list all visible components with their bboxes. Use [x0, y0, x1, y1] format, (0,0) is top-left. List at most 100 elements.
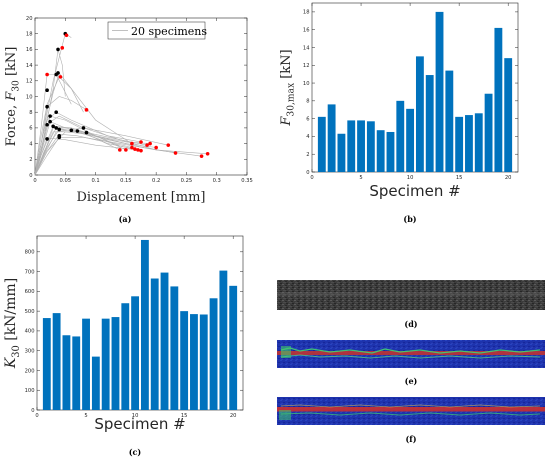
panel-label-a: (a) — [119, 214, 132, 224]
c-xlabel: Specimen # — [94, 415, 185, 433]
peak-marker-14 — [57, 127, 62, 132]
specimen-curve-17 — [34, 137, 208, 176]
a-xtick-label: 0.35 — [241, 178, 253, 184]
chart-f30max-bars: 0 5 10 15 20 0 2 4 6 8 10 12 14 16 18 Specimen # F30,max… — [279, 2, 519, 200]
end-marker-1 — [64, 33, 69, 38]
b-bar-12 — [425, 75, 434, 172]
end-marker-18 — [136, 148, 140, 152]
b-bar-4 — [347, 120, 356, 172]
c-ytick-label: 500 — [25, 309, 35, 315]
peak-marker-10 — [48, 119, 52, 124]
specimen-curve-19 — [34, 133, 120, 176]
a-xtick-label: 0.1 — [91, 178, 99, 184]
end-marker-20 — [166, 143, 171, 147]
b-ytick-label: 18 — [303, 10, 310, 16]
c-bar-5 — [82, 318, 90, 410]
end-marker-2 — [60, 46, 65, 50]
specimen-curve-6 — [34, 96, 87, 176]
a-xtick-label: 0.3 — [213, 178, 221, 184]
peak-marker-19 — [57, 133, 62, 138]
b-ytick-label: 16 — [303, 28, 310, 34]
a-ytick-label: 8 — [29, 110, 32, 116]
c-bar-10 — [131, 296, 140, 410]
peak-marker-12 — [54, 126, 58, 130]
b-bar-3 — [337, 133, 346, 172]
b-bar-7 — [376, 130, 385, 172]
image-panel-e — [277, 340, 545, 368]
peak-marker-18 — [45, 137, 49, 141]
chart-force-displacement: 0 0.05 0.1 0.15 0.2 0.25 0.3 0.35 0 2 4 6 8 10 12 14 16 1… — [4, 16, 253, 205]
c-bar-17 — [199, 314, 208, 410]
c-ytick-label: 0 — [31, 408, 34, 414]
b-bar-11 — [415, 56, 424, 172]
end-marker-14 — [199, 154, 204, 158]
end-marker-3 — [130, 141, 134, 146]
a-ytick-label: 4 — [29, 141, 33, 147]
end-marker-11 — [139, 148, 143, 153]
c-bar-12 — [150, 278, 159, 410]
peak-marker-16 — [84, 130, 89, 135]
panel-label-f: (f) — [405, 434, 416, 444]
peak-marker-20 — [81, 126, 86, 130]
b-bar-1 — [317, 116, 326, 172]
panel-label-c: (c) — [129, 447, 142, 457]
end-marker-15 — [130, 145, 134, 150]
a-legend-label: 20 specimens — [131, 25, 207, 38]
c-bar-14 — [170, 286, 179, 410]
peak-marker-11 — [51, 124, 55, 129]
a-ytick-label: 18 — [26, 32, 33, 38]
c-axes-box — [36, 235, 244, 411]
c-bar-6 — [91, 356, 100, 410]
c-xtick-label: 15 — [181, 413, 188, 419]
c-bar-15 — [180, 311, 189, 410]
a-ytick-label: 2 — [29, 157, 32, 163]
end-marker-19 — [118, 148, 122, 152]
a-xtick-label: 0 — [33, 178, 36, 184]
c-bar-2 — [52, 313, 61, 410]
b-xtick-label: 20 — [505, 175, 512, 181]
end-marker-16 — [133, 147, 137, 151]
a-ytick-label: 16 — [26, 47, 33, 53]
a-ytick-label: 10 — [26, 94, 33, 100]
c-bar-13 — [160, 272, 169, 410]
a-ylabel: Force, F30 [kN] — [4, 47, 22, 147]
b-bar-9 — [396, 100, 405, 172]
panel-label-e: (e) — [405, 376, 418, 386]
b-ytick-label: 10 — [303, 81, 310, 87]
c-ytick-label: 700 — [25, 269, 35, 275]
b-ytick-label: 2 — [306, 152, 309, 158]
c-bar-7 — [101, 318, 110, 410]
b-xlabel: Specimen # — [369, 182, 460, 200]
c-xtick-label: 0 — [35, 413, 38, 419]
end-marker-4 — [45, 72, 49, 77]
panel-label-b: (b) — [403, 214, 416, 224]
end-marker-6 — [84, 108, 89, 112]
b-bar-15 — [455, 116, 464, 172]
end-marker-7 — [139, 140, 143, 144]
b-xtick-label: 0 — [310, 175, 313, 181]
b-ytick-label: 6 — [306, 116, 309, 122]
b-ytick-label: 8 — [306, 99, 309, 105]
b-xtick-label: 15 — [456, 175, 463, 181]
c-bar-20 — [229, 285, 238, 410]
c-ytick-label: 200 — [25, 368, 35, 374]
a-xtick-label: 0.15 — [120, 178, 132, 184]
c-bar-9 — [121, 303, 130, 410]
chart-k30-bars: 0 5 10 15 200100200300400500600700800Specime… — [3, 235, 244, 433]
c-bar-1 — [42, 318, 51, 410]
c-ytick-label: 600 — [25, 289, 35, 295]
b-bar-5 — [357, 120, 365, 172]
grayscale-specimen-image — [277, 280, 545, 310]
c-ytick-label: 100 — [25, 388, 35, 394]
image-panel-d — [277, 280, 545, 310]
b-bar-2 — [327, 104, 336, 172]
c-bar-3 — [62, 335, 71, 410]
b-bar-6 — [366, 121, 375, 172]
c-xtick-label: 10 — [132, 413, 139, 419]
a-ytick-label: 14 — [26, 63, 33, 69]
peak-marker-4 — [54, 72, 58, 77]
b-ytick-label: 0 — [306, 170, 309, 176]
c-bar-8 — [111, 317, 120, 410]
peak-marker-6 — [45, 104, 49, 109]
